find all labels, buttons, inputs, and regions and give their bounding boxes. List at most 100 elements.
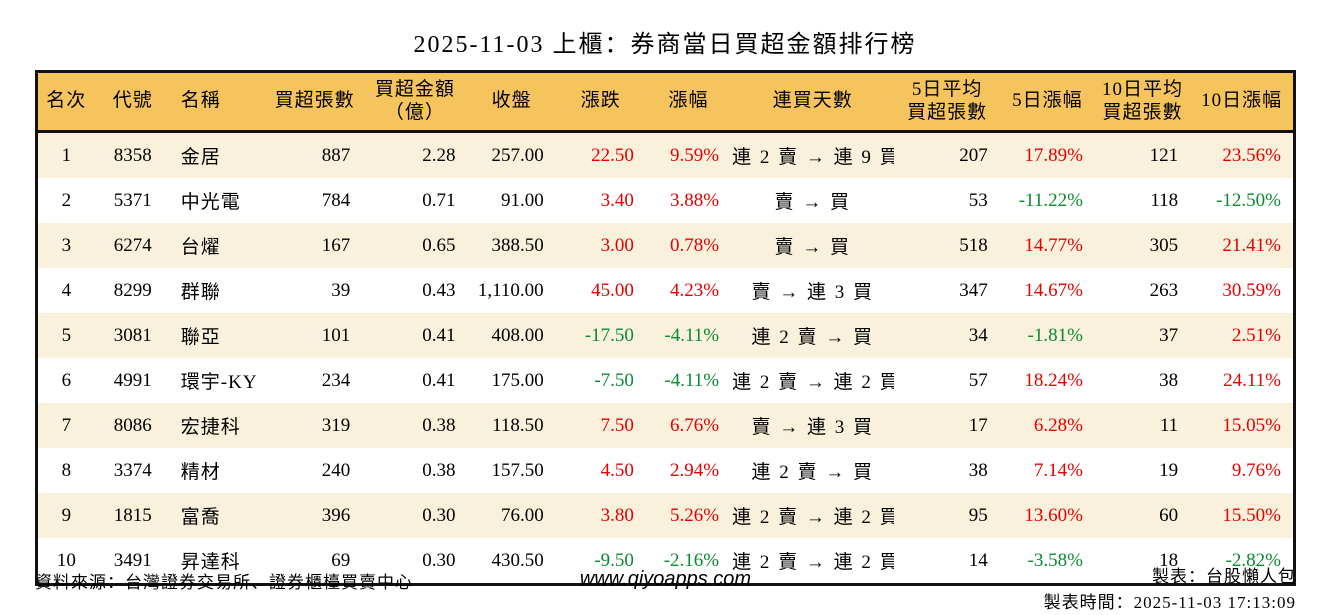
cell-avg5-volume: 38 — [894, 448, 999, 493]
cell-streak: 賣 → 連 3 買 — [731, 403, 894, 448]
cell-name: 中光電 — [171, 178, 267, 223]
col-header-change: 漲跌 — [556, 72, 646, 132]
data-source-text: 資料來源：台灣證券交易所、證券櫃檯買賣中心 — [35, 564, 580, 593]
cell-change-pct: 4.23% — [646, 268, 731, 313]
table-header-row: 名次 代號 名稱 買超張數 買超金額 （億） 收盤 漲跌 漲幅 連買天數 5日平… — [37, 72, 1295, 132]
cell-change: 4.50 — [556, 448, 646, 493]
cell-rank: 9 — [37, 493, 95, 538]
cell-avg5-volume: 17 — [894, 403, 999, 448]
cell-streak: 賣 → 買 — [731, 178, 894, 223]
cell-rank: 2 — [37, 178, 95, 223]
col-header-net-buy-volume: 買超張數 — [267, 72, 362, 132]
cell-code: 8299 — [95, 268, 171, 313]
cell-rank: 8 — [37, 448, 95, 493]
cell-change: -7.50 — [556, 358, 646, 403]
cell-avg10-volume: 19 — [1095, 448, 1190, 493]
cell-change: 7.50 — [556, 403, 646, 448]
col-header-avg10-volume: 10日平均 買超張數 — [1095, 72, 1190, 132]
col-header-pct5: 5日漲幅 — [1000, 72, 1095, 132]
cell-change: 3.40 — [556, 178, 646, 223]
cell-close: 118.50 — [467, 403, 555, 448]
cell-net-buy-volume: 319 — [267, 403, 362, 448]
website-link[interactable]: www.qiyoapps.com — [580, 564, 751, 591]
cell-close: 175.00 — [467, 358, 555, 403]
cell-avg5-volume: 53 — [894, 178, 999, 223]
broker-net-buy-ranking-table: 名次 代號 名稱 買超張數 買超金額 （億） 收盤 漲跌 漲幅 連買天數 5日平… — [35, 70, 1296, 586]
col-header-pct10: 10日漲幅 — [1190, 72, 1294, 132]
cell-avg10-volume: 37 — [1095, 313, 1190, 358]
cell-change: 3.80 — [556, 493, 646, 538]
cell-pct10: -12.50% — [1190, 178, 1294, 223]
cell-pct10: 2.51% — [1190, 313, 1294, 358]
cell-pct10: 9.76% — [1190, 448, 1294, 493]
cell-close: 408.00 — [467, 313, 555, 358]
cell-rank: 6 — [37, 358, 95, 403]
cell-avg5-volume: 95 — [894, 493, 999, 538]
cell-streak: 連 2 賣 → 買 — [731, 313, 894, 358]
col-header-avg5-volume: 5日平均 買超張數 — [894, 72, 999, 132]
cell-code: 3374 — [95, 448, 171, 493]
cell-avg10-volume: 305 — [1095, 223, 1190, 268]
cell-net-buy-amount: 0.38 — [362, 448, 467, 493]
cell-streak: 賣 → 買 — [731, 223, 894, 268]
cell-net-buy-amount: 0.41 — [362, 358, 467, 403]
cell-code: 4991 — [95, 358, 171, 403]
cell-avg10-volume: 263 — [1095, 268, 1190, 313]
cell-name: 群聯 — [171, 268, 267, 313]
cell-net-buy-volume: 167 — [267, 223, 362, 268]
cell-pct5: 18.24% — [1000, 358, 1095, 403]
cell-avg5-volume: 518 — [894, 223, 999, 268]
cell-pct5: 14.77% — [1000, 223, 1095, 268]
cell-change-pct: 9.59% — [646, 132, 731, 179]
cell-pct10: 23.56% — [1190, 132, 1294, 179]
cell-pct5: 17.89% — [1000, 132, 1095, 179]
cell-net-buy-amount: 0.41 — [362, 313, 467, 358]
cell-net-buy-amount: 0.71 — [362, 178, 467, 223]
cell-close: 1,110.00 — [467, 268, 555, 313]
cell-code: 3081 — [95, 313, 171, 358]
cell-change: -17.50 — [556, 313, 646, 358]
cell-change: 22.50 — [556, 132, 646, 179]
cell-net-buy-amount: 0.38 — [362, 403, 467, 448]
cell-rank: 3 — [37, 223, 95, 268]
page-title: 2025-11-03 上櫃：券商當日買超金額排行榜 — [0, 24, 1330, 59]
cell-pct5: -1.81% — [1000, 313, 1095, 358]
cell-name: 精材 — [171, 448, 267, 493]
cell-close: 76.00 — [467, 493, 555, 538]
cell-change-pct: -4.11% — [646, 358, 731, 403]
cell-change: 45.00 — [556, 268, 646, 313]
cell-pct10: 15.05% — [1190, 403, 1294, 448]
col-header-close: 收盤 — [467, 72, 555, 132]
cell-close: 157.50 — [467, 448, 555, 493]
col-header-streak: 連買天數 — [731, 72, 894, 132]
cell-change-pct: 5.26% — [646, 493, 731, 538]
cell-rank: 4 — [37, 268, 95, 313]
cell-pct10: 24.11% — [1190, 358, 1294, 403]
cell-pct10: 30.59% — [1190, 268, 1294, 313]
cell-pct5: 7.14% — [1000, 448, 1095, 493]
cell-pct10: 21.41% — [1190, 223, 1294, 268]
cell-change: 3.00 — [556, 223, 646, 268]
cell-change-pct: 0.78% — [646, 223, 731, 268]
cell-avg5-volume: 34 — [894, 313, 999, 358]
cell-code: 8086 — [95, 403, 171, 448]
cell-close: 257.00 — [467, 132, 555, 179]
generated-time-text: 製表時間：2025-11-03 17:13:09 — [751, 590, 1296, 615]
footer: 資料來源：台灣證券交易所、證券櫃檯買賣中心 www.qiyoapps.com 製… — [35, 564, 1296, 615]
cell-change-pct: -4.11% — [646, 313, 731, 358]
cell-streak: 連 2 賣 → 連 2 買 — [731, 493, 894, 538]
col-header-net-buy-amount: 買超金額 （億） — [362, 72, 467, 132]
cell-net-buy-amount: 2.28 — [362, 132, 467, 179]
cell-streak: 連 2 賣 → 買 — [731, 448, 894, 493]
cell-code: 6274 — [95, 223, 171, 268]
cell-code: 5371 — [95, 178, 171, 223]
cell-rank: 7 — [37, 403, 95, 448]
cell-avg10-volume: 118 — [1095, 178, 1190, 223]
